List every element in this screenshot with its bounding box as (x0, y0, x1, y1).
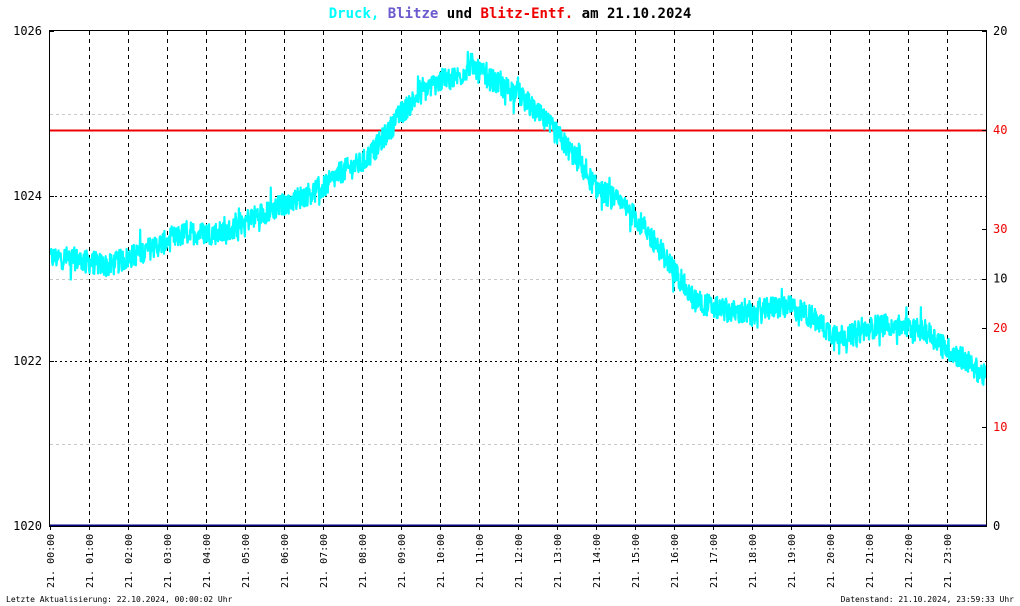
data-layer (48, 50, 987, 527)
x-tick-label: 21. 05:00 (241, 534, 252, 588)
x-tick-label: 21. 06:00 (280, 534, 291, 588)
right-tick-label: 10 (993, 272, 1007, 286)
right-tick-label: 30 (993, 222, 1007, 236)
x-tick-label: 21. 22:00 (904, 534, 915, 588)
x-tick-label: 21. 16:00 (670, 534, 681, 588)
x-tick-label: 21. 02:00 (124, 534, 135, 588)
left-tick-label: 1026 (13, 24, 42, 38)
grid (50, 31, 986, 526)
left-tick-label: 1024 (13, 189, 42, 203)
footer-data-state: Datenstand: 21.10.2024, 23:59:33 Uhr (841, 595, 1015, 604)
x-tick-label: 21. 15:00 (631, 534, 642, 588)
x-tick-label: 21. 20:00 (826, 534, 837, 588)
x-tick-label: 21. 10:00 (436, 534, 447, 588)
right-tick-label: 20 (993, 24, 1007, 38)
x-tick-label: 21. 03:00 (163, 534, 174, 588)
x-tick-label: 21. 04:00 (202, 534, 213, 588)
x-tick-label: 21. 23:00 (943, 534, 954, 588)
x-tick-label: 21. 19:00 (787, 534, 798, 588)
title-distance: Blitz-Entf. (481, 6, 574, 22)
x-tick-label: 21. 12:00 (514, 534, 525, 588)
chart-title: Druck, Blitze und Blitz-Entf. am 21.10.2… (329, 6, 692, 22)
title-pressure: Druck, (329, 6, 380, 22)
right-tick-label: 10 (993, 420, 1007, 434)
x-tick-label: 21. 11:00 (475, 534, 486, 588)
right-tick-label: 0 (993, 519, 1000, 533)
x-tick-label: 21. 21:00 (865, 534, 876, 588)
footer-last-update: Letzte Aktualisierung: 22.10.2024, 00:00… (6, 595, 233, 604)
x-tick-label: 21. 01:00 (85, 534, 96, 588)
left-tick-label: 1022 (13, 354, 42, 368)
x-tick-label: 21. 07:00 (319, 534, 330, 588)
plot-frame (49, 30, 987, 527)
pressure-line (48, 50, 987, 386)
svg-text:Druck, Blitze und: Druck, Blitze und Blitz-Entf. am 21.10.2… (329, 6, 692, 22)
right-tick-label: 20 (993, 321, 1007, 335)
title-und: und (447, 6, 472, 22)
right-tick-label: 40 (993, 123, 1007, 137)
x-tick-label: 21. 08:00 (358, 534, 369, 588)
x-tick-label: 21. 17:00 (709, 534, 720, 588)
left-tick-label: 1020 (13, 519, 42, 533)
title-blitze: Blitze (388, 6, 439, 22)
x-tick-label: 21. 18:00 (748, 534, 759, 588)
x-tick-label: 21. 13:00 (553, 534, 564, 588)
x-tick-label: 21. 14:00 (592, 534, 603, 588)
x-tick-label: 21. 00:00 (46, 534, 57, 588)
title-date: am 21.10.2024 (582, 6, 692, 22)
x-tick-label: 21. 09:00 (397, 534, 408, 588)
